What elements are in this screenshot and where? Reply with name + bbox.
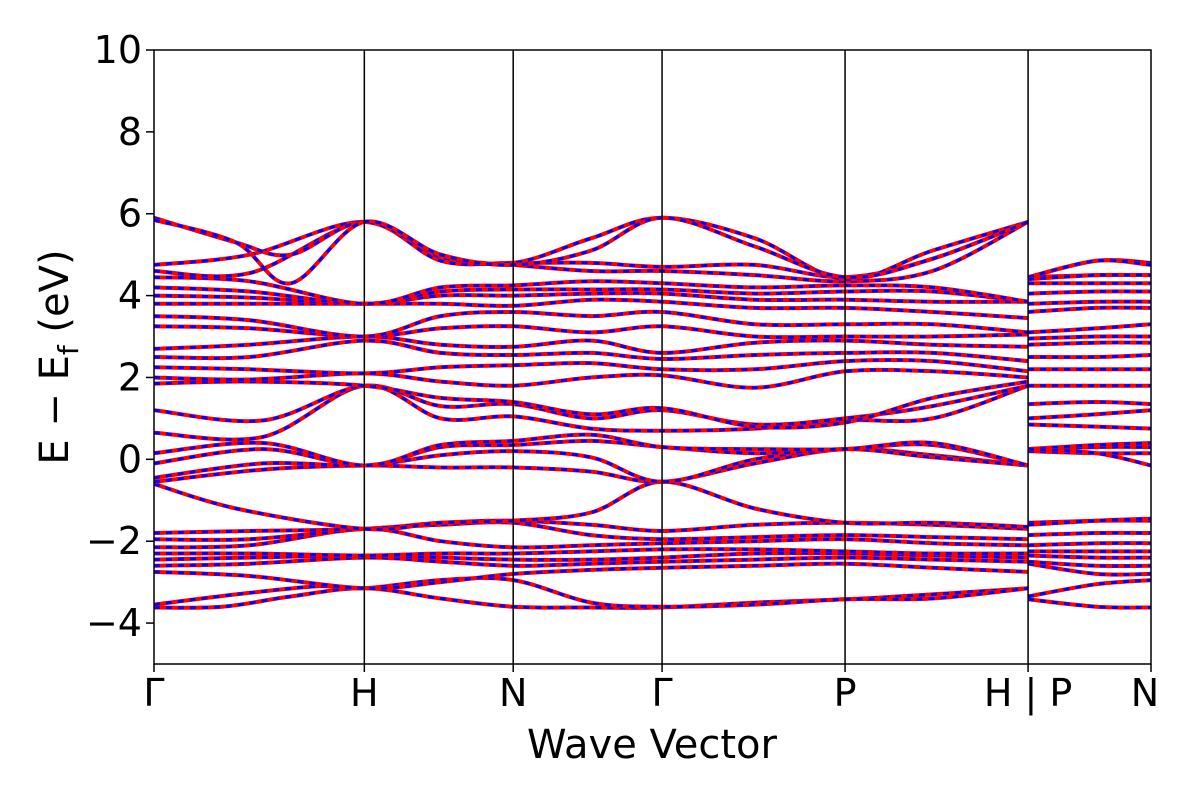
band-line-spin-down [154,576,1029,609]
x-axis-title: Wave Vector [527,722,778,768]
y-axis-title: E − Ef (eV) [32,249,85,464]
band-line-spin-up [154,576,1029,609]
band-line-spin-down [1027,258,1151,279]
band-line-spin-down [1028,517,1151,527]
band-line-spin-down [154,520,1029,542]
band-line-spin-down [154,358,1029,375]
band-line-spin-down [154,480,1029,531]
band-line-spin-down [1028,400,1151,406]
band-line-spin-down [1028,554,1151,560]
band-line-spin-down [154,384,1029,442]
x-tick-label: Γ [651,671,672,715]
band-line-spin-down [1028,334,1151,341]
band-line-spin-down [154,527,1029,549]
y-axis-title-main: E − E [32,355,78,465]
y-tick-label: 4 [118,274,142,318]
band-line-spin-down [1027,597,1151,610]
band-line-spin-down [1028,531,1151,537]
band-line-spin-down [154,334,1029,355]
band-line-spin-down [1028,560,1151,568]
y-tick-label: −4 [86,601,142,645]
y-tick-label: −2 [86,519,142,563]
band-line-spin-down [154,384,1029,427]
y-tick-label: 2 [118,355,142,399]
band-line-spin-down [154,285,1029,306]
band-line-spin-down [154,562,1029,590]
x-tick-label: Γ [143,671,164,715]
band-line-spin-down [154,339,1029,363]
band-line-spin-down [1028,341,1151,347]
band-line-spin-down [154,324,1029,339]
band-line-spin-down [154,275,1029,306]
y-axis-title-unit: (eV) [32,249,78,345]
y-tick-label: 8 [118,110,142,154]
band-line-spin-down [1028,353,1151,359]
band-line-spin-down [154,220,1029,279]
bands-layer [154,215,1151,610]
band-line-spin-down [1028,423,1151,431]
x-tick-label: N [1131,671,1159,715]
x-tick-label: H [350,671,379,715]
band-line-spin-down [1028,541,1151,547]
band-line-spin-down [1028,289,1151,296]
band-line-spin-down [1028,273,1151,281]
kpoint-separators [363,50,1029,664]
band-line-spin-up [154,432,1029,468]
band-line-spin-down [154,310,1029,339]
band-line-spin-down [154,216,1029,285]
band-line-spin-down [154,547,1029,558]
band-line-spin-up [154,447,1029,484]
y-tick-label: 6 [118,192,142,236]
y-tick-label: 10 [94,28,142,72]
band-line-spin-up [154,215,1029,286]
band-line-spin-up [154,379,1029,430]
plot-frame [153,49,1152,665]
y-axis: −4 −2 0 2 4 6 8 10 [86,28,154,645]
band-line-spin-down [1028,447,1151,467]
band-line-spin-down [1028,300,1151,306]
band-line-spin-down [154,291,1029,306]
y-tick-label: 0 [118,437,142,481]
band-line-spin-up [1027,578,1151,599]
band-line-spin-down [1028,322,1151,334]
x-tick-label: P [834,671,857,715]
band-line-spin-down [154,556,1029,568]
band-line-spin-down [154,368,1029,390]
band-line-spin-up [154,561,1029,591]
y-axis-title-subscript: f [52,344,85,355]
band-line-spin-down [154,298,1029,320]
x-tick-label: N [499,671,527,715]
band-line-spin-down [1028,306,1151,314]
x-axis: Γ H N Γ P H | P N [143,664,1159,716]
band-line-spin-down [1027,578,1151,598]
band-line-spin-down [1028,408,1151,420]
x-tick-label: H | P [984,671,1072,716]
band-line-spin-down [1027,562,1151,577]
